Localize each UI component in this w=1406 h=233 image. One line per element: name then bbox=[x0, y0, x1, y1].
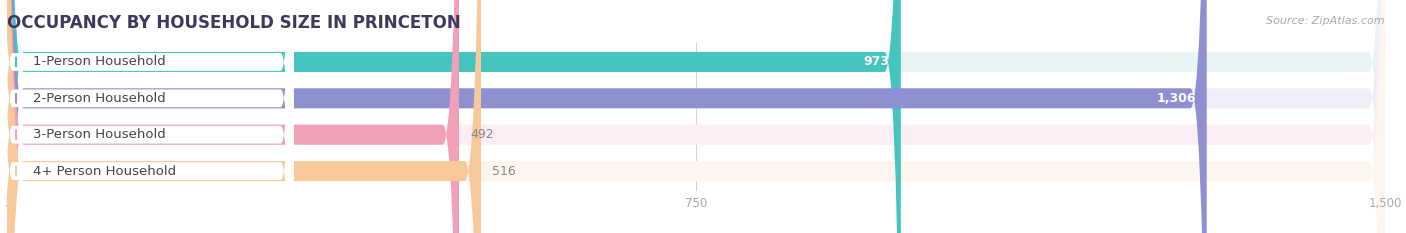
FancyBboxPatch shape bbox=[7, 0, 1206, 233]
Text: 1-Person Household: 1-Person Household bbox=[32, 55, 166, 69]
FancyBboxPatch shape bbox=[7, 0, 1385, 233]
FancyBboxPatch shape bbox=[7, 0, 1385, 233]
FancyBboxPatch shape bbox=[7, 0, 1385, 233]
FancyBboxPatch shape bbox=[0, 0, 294, 233]
Text: 3-Person Household: 3-Person Household bbox=[32, 128, 166, 141]
Text: Source: ZipAtlas.com: Source: ZipAtlas.com bbox=[1267, 16, 1385, 26]
FancyBboxPatch shape bbox=[0, 0, 294, 233]
Text: 1,306: 1,306 bbox=[1156, 92, 1195, 105]
FancyBboxPatch shape bbox=[7, 0, 458, 233]
Text: 2-Person Household: 2-Person Household bbox=[32, 92, 166, 105]
Text: 516: 516 bbox=[492, 164, 516, 178]
FancyBboxPatch shape bbox=[0, 0, 294, 233]
FancyBboxPatch shape bbox=[7, 0, 481, 233]
FancyBboxPatch shape bbox=[7, 0, 1385, 233]
Text: 973: 973 bbox=[863, 55, 890, 69]
Text: 492: 492 bbox=[470, 128, 494, 141]
FancyBboxPatch shape bbox=[7, 0, 901, 233]
FancyBboxPatch shape bbox=[0, 0, 294, 233]
Text: 4+ Person Household: 4+ Person Household bbox=[32, 164, 176, 178]
Text: OCCUPANCY BY HOUSEHOLD SIZE IN PRINCETON: OCCUPANCY BY HOUSEHOLD SIZE IN PRINCETON bbox=[7, 14, 461, 32]
